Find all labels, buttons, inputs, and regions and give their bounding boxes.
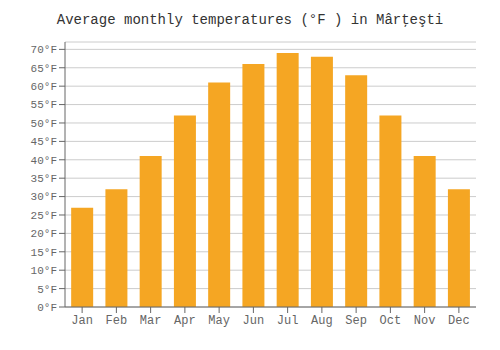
svg-text:55°F: 55°F [31, 99, 57, 111]
svg-text:30°F: 30°F [31, 191, 57, 203]
svg-text:60°F: 60°F [31, 81, 57, 93]
svg-text:Apr: Apr [174, 314, 196, 328]
svg-text:Feb: Feb [106, 314, 128, 328]
svg-text:Jan: Jan [71, 314, 93, 328]
svg-text:May: May [208, 314, 230, 328]
svg-text:25°F: 25°F [31, 210, 57, 222]
svg-text:70°F: 70°F [31, 44, 57, 56]
svg-text:5°F: 5°F [37, 284, 57, 296]
svg-text:0°F: 0°F [37, 302, 57, 314]
svg-text:10°F: 10°F [31, 265, 57, 277]
svg-text:40°F: 40°F [31, 155, 57, 167]
svg-text:15°F: 15°F [31, 247, 57, 259]
svg-text:65°F: 65°F [31, 63, 57, 75]
svg-text:45°F: 45°F [31, 136, 57, 148]
svg-text:50°F: 50°F [31, 118, 57, 130]
svg-text:Mar: Mar [140, 314, 162, 328]
svg-text:Sep: Sep [345, 314, 367, 328]
svg-text:Nov: Nov [414, 314, 436, 328]
svg-text:Jun: Jun [243, 314, 265, 328]
svg-text:Oct: Oct [380, 314, 402, 328]
svg-text:35°F: 35°F [31, 173, 57, 185]
svg-text:Jul: Jul [277, 314, 299, 328]
svg-text:Aug: Aug [311, 314, 333, 328]
svg-text:20°F: 20°F [31, 228, 57, 240]
svg-text:Dec: Dec [448, 314, 470, 328]
html-text:Average monthly temperatures (: Average monthly temperatures (°F ) in Mâ… [56, 12, 444, 28]
